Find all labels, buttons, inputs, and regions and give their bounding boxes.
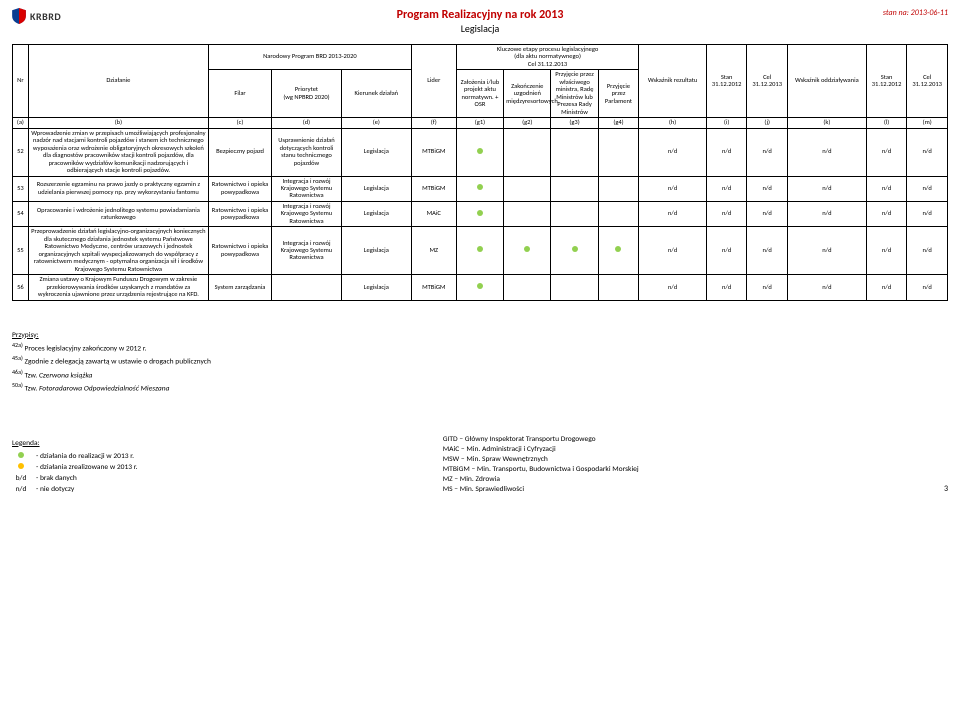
hdr-program-group: Narodowy Program BRD 2013-2020: [208, 45, 411, 70]
status-dot-icon: [477, 210, 483, 216]
column-letter: (g2): [504, 118, 551, 128]
hdr-stan-i: Stan 31.12.2012: [706, 45, 747, 118]
footnote-line: 45a) Zgodnie z delegacją zawartą w ustaw…: [12, 354, 948, 367]
column-letter: (k): [787, 118, 866, 128]
footnote-line: 42a) Proces legislacyjny zakończony w 20…: [12, 341, 948, 354]
status-dot-icon: [524, 246, 530, 252]
table-row: 56Zmiana ustawy o Krajowym Funduszu Drog…: [13, 275, 948, 300]
abbrev-line: MZ – Min. Zdrowia: [443, 475, 639, 484]
status-dot-icon: [572, 246, 578, 252]
page-title: Program Realizacyjny na rok 2013: [397, 8, 564, 22]
hdr-filar: Filar: [208, 70, 271, 118]
status-dot-icon: [477, 246, 483, 252]
hdr-wskaznik-oddz: Wskaźnik oddziaływania: [787, 45, 866, 118]
legend-dot-icon: [18, 463, 24, 469]
hdr-dzialanie: Działanie: [28, 45, 208, 118]
table-header: Nr Działanie Narodowy Program BRD 2013-2…: [13, 45, 948, 129]
hdr-nr: Nr: [13, 45, 29, 118]
column-letter: (g3): [551, 118, 598, 128]
hdr-priorytet: Priorytet (wg NPBRD 2020): [272, 70, 342, 118]
column-letter: (c): [208, 118, 271, 128]
column-letter: (d): [272, 118, 342, 128]
abbrev-line: MAiC – Min. Administracji i Cyfryzacji: [443, 445, 639, 454]
column-letter: (a): [13, 118, 29, 128]
footnote-line: 50a) Tzw. Fotoradarowa Odpowiedzialność …: [12, 381, 948, 394]
hdr-lider: Lider: [411, 45, 456, 118]
page-number: 3: [944, 484, 948, 494]
page-subtitle: Legislacja: [397, 22, 564, 35]
legend-dot-icon: [18, 452, 24, 458]
abbrev-line: MTBiGM – Min. Transportu, Budownictwa i …: [443, 465, 639, 474]
legend-row: n/d- nie dotyczy: [12, 485, 138, 494]
status-dot-icon: [477, 148, 483, 154]
hdr-kierunek: Kierunek działań: [341, 70, 411, 118]
shield-icon: [12, 8, 26, 24]
hdr-g2: Zakończenie uzgodnień międzyresortowych: [504, 70, 551, 118]
legend-row: - działania zrealizowane w 2013 r.: [12, 463, 138, 472]
column-letter: (g4): [598, 118, 639, 128]
legend: Legenda: - działania do realizacji w 201…: [12, 439, 138, 494]
column-letter: (g1): [456, 118, 503, 128]
column-letter: (e): [341, 118, 411, 128]
legend-row: b/d- brak danych: [12, 474, 138, 483]
table-row: 54Opracowanie i wdrożenie jednolitego sy…: [13, 201, 948, 226]
hdr-stan-l: Stan 31.12.2012: [866, 45, 907, 118]
hdr-g1: Założenia i/lub projekt aktu normatywn. …: [456, 70, 503, 118]
hdr-g4: Przyjęcie przez Parlament: [598, 70, 639, 118]
date-status: stan na: 2013-06-11: [883, 8, 948, 18]
abbrev-line: GITD – Główny Inspektorat Transportu Dro…: [443, 435, 639, 444]
hdr-cel-j: Cel 31.12.2013: [747, 45, 788, 118]
legend-header: Legenda:: [12, 439, 138, 448]
column-letter: (i): [706, 118, 747, 128]
column-letter: (l): [866, 118, 907, 128]
legend-row: - działania do realizacji w 2013 r.: [12, 452, 138, 461]
hdr-etapy-group: Kluczowe etapy procesu legislacyjnego (d…: [456, 45, 638, 70]
abbrev-line: MSW – Min. Spraw Wewnętrznych: [443, 455, 639, 464]
table-row: 55Przeprowadzenie działań legislacyjno-o…: [13, 227, 948, 275]
column-letter: (h): [639, 118, 707, 128]
table-row: 53Rozszerzenie egzaminu na prawo jazdy o…: [13, 176, 948, 201]
column-letter: (j): [747, 118, 788, 128]
logo-text: KRBRD: [30, 10, 61, 23]
status-dot-icon: [477, 283, 483, 289]
hdr-g3: Przyjęcie przez właściwego ministra, Rad…: [551, 70, 598, 118]
abbreviations: GITD – Główny Inspektorat Transportu Dro…: [443, 434, 639, 494]
column-letter: (f): [411, 118, 456, 128]
status-dot-icon: [477, 184, 483, 190]
status-dot-icon: [615, 246, 621, 252]
column-letter-row: (a)(b)(c)(d)(e)(f)(g1)(g2)(g3)(g4)(h)(i)…: [13, 118, 948, 128]
page-title-block: Program Realizacyjny na rok 2013 Legisla…: [397, 8, 564, 35]
logo: KRBRD: [12, 8, 61, 24]
abbrev-line: MS – Min. Sprawiedliwości: [443, 485, 639, 494]
column-letter: (b): [28, 118, 208, 128]
table-body: 52Wprowadzenie zmian w przepisach umożli…: [13, 128, 948, 300]
footnote-line: 46a) Tzw. Czerwona książka: [12, 368, 948, 381]
hdr-cel-m: Cel 31.12.2013: [907, 45, 948, 118]
hdr-wskaznik-rezultatu: Wskaźnik rezultatu: [639, 45, 707, 118]
table-row: 52Wprowadzenie zmian w przepisach umożli…: [13, 128, 948, 176]
main-table: Nr Działanie Narodowy Program BRD 2013-2…: [12, 44, 948, 301]
footnotes: Przypisy: 42a) Proces legislacyjny zakoń…: [12, 331, 948, 394]
footnotes-header: Przypisy:: [12, 331, 948, 340]
column-letter: (m): [907, 118, 948, 128]
